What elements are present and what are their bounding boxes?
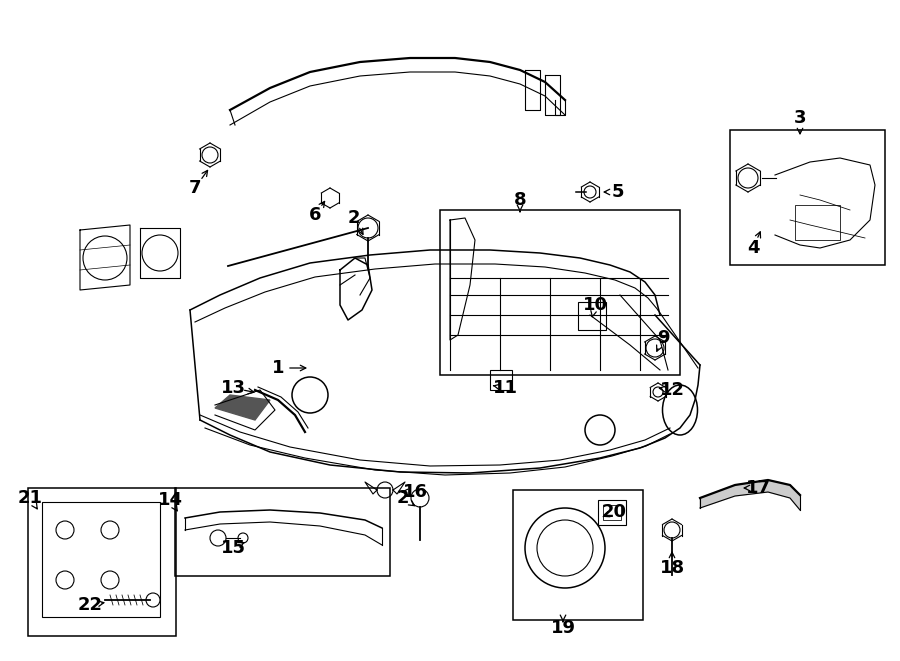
Text: 19: 19	[551, 619, 575, 637]
Text: 21: 21	[17, 489, 42, 507]
Bar	[598, 500, 626, 525]
Text: 9: 9	[657, 329, 670, 347]
Text: 1: 1	[272, 359, 284, 377]
Text: 6: 6	[309, 206, 321, 224]
Text: 7: 7	[189, 179, 202, 197]
Text: 13: 13	[220, 379, 246, 397]
Text: 22: 22	[77, 596, 103, 614]
Text: 3: 3	[794, 109, 806, 127]
Text: 11: 11	[492, 379, 517, 397]
Text: 17: 17	[745, 479, 770, 497]
Text: 16: 16	[402, 483, 428, 501]
Text: 4: 4	[747, 239, 760, 257]
Text: 12: 12	[660, 381, 685, 399]
Bar	[795, 205, 840, 240]
Polygon shape	[700, 480, 800, 510]
Text: 8: 8	[514, 191, 526, 209]
Text: 20: 20	[601, 503, 626, 521]
Text: 2: 2	[397, 489, 410, 507]
Bar	[175, 488, 390, 576]
Bar	[490, 370, 512, 390]
Text: 10: 10	[582, 296, 608, 314]
Bar	[603, 505, 621, 520]
Bar	[440, 210, 680, 375]
Text: 15: 15	[220, 539, 246, 557]
Text: 5: 5	[612, 183, 625, 201]
Bar	[513, 490, 643, 620]
Bar	[28, 488, 176, 636]
Text: 14: 14	[158, 491, 183, 509]
Bar	[578, 302, 606, 330]
Polygon shape	[215, 395, 270, 420]
Text: 2: 2	[347, 209, 360, 227]
Bar	[730, 130, 885, 265]
Bar	[42, 502, 160, 617]
Text: 18: 18	[660, 559, 685, 577]
